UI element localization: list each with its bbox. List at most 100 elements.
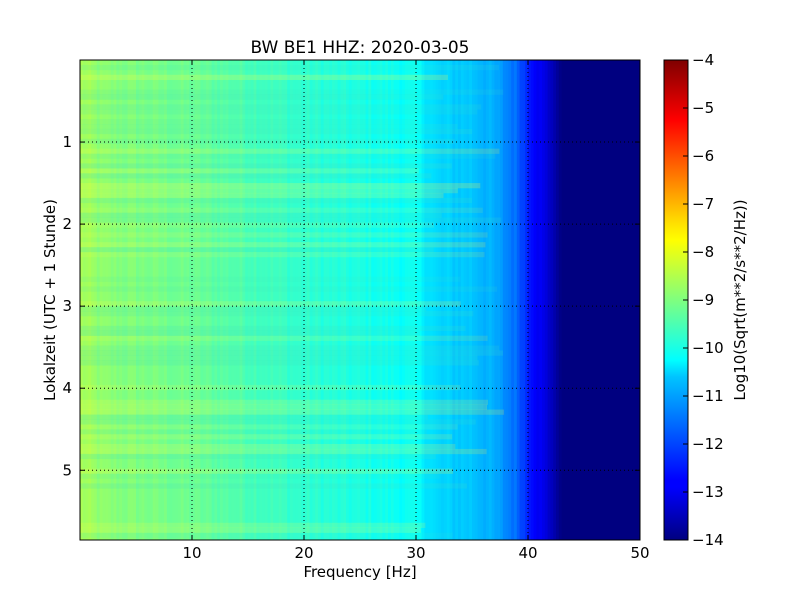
heatmap-cell <box>85 60 89 540</box>
heatmap-cell <box>262 60 266 540</box>
heatmap-band <box>80 124 458 130</box>
heatmap-cell <box>281 60 285 540</box>
heatmap-cell <box>192 60 196 540</box>
heatmap-cell <box>152 60 157 540</box>
heatmap-cell <box>396 60 400 540</box>
heatmap-cell <box>278 60 283 540</box>
heatmap-band <box>80 173 432 179</box>
heatmap-cell <box>399 60 403 540</box>
heatmap-cell <box>236 60 241 540</box>
heatmap-cell <box>183 60 187 540</box>
heatmap-cell <box>234 60 238 540</box>
heatmap-band <box>80 197 473 204</box>
heatmap-cell <box>416 60 420 540</box>
heatmap-band <box>80 89 504 95</box>
heatmap-band <box>80 409 505 415</box>
heatmap-cell <box>581 60 585 540</box>
heatmap-cell <box>595 60 599 540</box>
heatmap-band <box>80 128 473 135</box>
heatmap-band <box>80 453 436 460</box>
chart-title: BW BE1 HHZ: 2020-03-05 <box>250 38 469 58</box>
heatmap-band <box>80 276 461 282</box>
heatmap-cell <box>474 60 479 540</box>
heatmap-cell <box>514 60 518 540</box>
heatmap-cell <box>536 60 540 540</box>
heatmap-cell <box>94 60 98 540</box>
heatmap-band <box>80 207 483 213</box>
heatmap-cell <box>242 60 246 540</box>
heatmap-band <box>80 473 440 479</box>
heatmap-cell <box>332 60 336 540</box>
heatmap-cell <box>264 60 269 540</box>
heatmap-cell <box>351 60 355 540</box>
heatmap-cell <box>343 60 347 540</box>
heatmap-cell <box>432 60 437 540</box>
heatmap-cell <box>385 60 389 540</box>
heatmap-band <box>80 345 500 351</box>
y-axis: 1 2 3 4 5 <box>62 133 640 479</box>
heatmap-cell <box>340 60 344 540</box>
heatmap-band <box>80 448 487 455</box>
heatmap-cell <box>463 60 467 540</box>
y-tick-label: 3 <box>62 297 72 315</box>
heatmap-band <box>80 217 502 223</box>
heatmap-cell <box>354 60 358 540</box>
heatmap-cell <box>424 60 428 540</box>
heatmap-cell <box>334 60 339 540</box>
heatmap-cell <box>82 60 87 540</box>
heatmap-band <box>80 192 444 199</box>
heatmap-band <box>80 212 442 218</box>
heatmap-cell <box>584 60 588 540</box>
heatmap-cell <box>284 60 288 540</box>
heatmap-cell <box>620 60 624 540</box>
heatmap-cell <box>469 60 473 540</box>
heatmap-band <box>80 64 499 71</box>
colorbar-label: Log10(Sqrt(m**2/s**2/Hz)) <box>731 199 749 400</box>
heatmap-cell <box>371 60 375 540</box>
heatmap-cell <box>589 60 593 540</box>
y-tick-label: 1 <box>62 133 72 151</box>
heatmap-cell <box>418 60 423 540</box>
heatmap-cell <box>141 60 145 540</box>
heatmap-cell <box>519 60 523 540</box>
heatmap-cell <box>304 60 308 540</box>
colorbar-tick-label: −5 <box>692 99 714 117</box>
heatmap-cell <box>189 60 193 540</box>
heatmap-band <box>80 163 452 169</box>
x-tick-label: 10 <box>182 544 201 562</box>
spectrogram-image <box>80 60 640 540</box>
x-axis-label: Frequency [Hz] <box>303 563 416 581</box>
heatmap-band <box>80 399 489 405</box>
heatmap-cell <box>393 60 397 540</box>
heatmap-cell <box>259 60 263 540</box>
heatmap-band <box>80 306 427 312</box>
heatmap-cell <box>211 60 215 540</box>
heatmap-cell <box>180 60 185 540</box>
heatmap-band <box>80 252 485 258</box>
heatmap-cell <box>138 60 143 540</box>
heatmap-cell <box>516 60 521 540</box>
heatmap-cell <box>634 60 638 540</box>
heatmap-cell <box>379 60 383 540</box>
heatmap-cell <box>108 60 112 540</box>
heatmap-cell <box>346 60 350 540</box>
heatmap-cell <box>248 60 252 540</box>
heatmap-cell <box>528 60 532 540</box>
heatmap-cell <box>113 60 117 540</box>
colorbar-tick-label: −12 <box>692 435 724 453</box>
x-tick-label: 40 <box>518 544 537 562</box>
grid-lines <box>80 60 640 540</box>
heatmap-cell <box>276 60 280 540</box>
x-tick-label: 30 <box>406 544 425 562</box>
heatmap-cell <box>245 60 249 540</box>
heatmap-band <box>80 168 419 174</box>
heatmap-cell <box>175 60 179 540</box>
heatmap-cell <box>488 60 493 540</box>
heatmap-cell <box>455 60 459 540</box>
heatmap-cell <box>130 60 134 540</box>
heatmap-cell <box>586 60 591 540</box>
heatmap-band <box>80 247 434 253</box>
heatmap-cell <box>553 60 557 540</box>
heatmap-cell <box>556 60 560 540</box>
heatmap-cell <box>449 60 453 540</box>
